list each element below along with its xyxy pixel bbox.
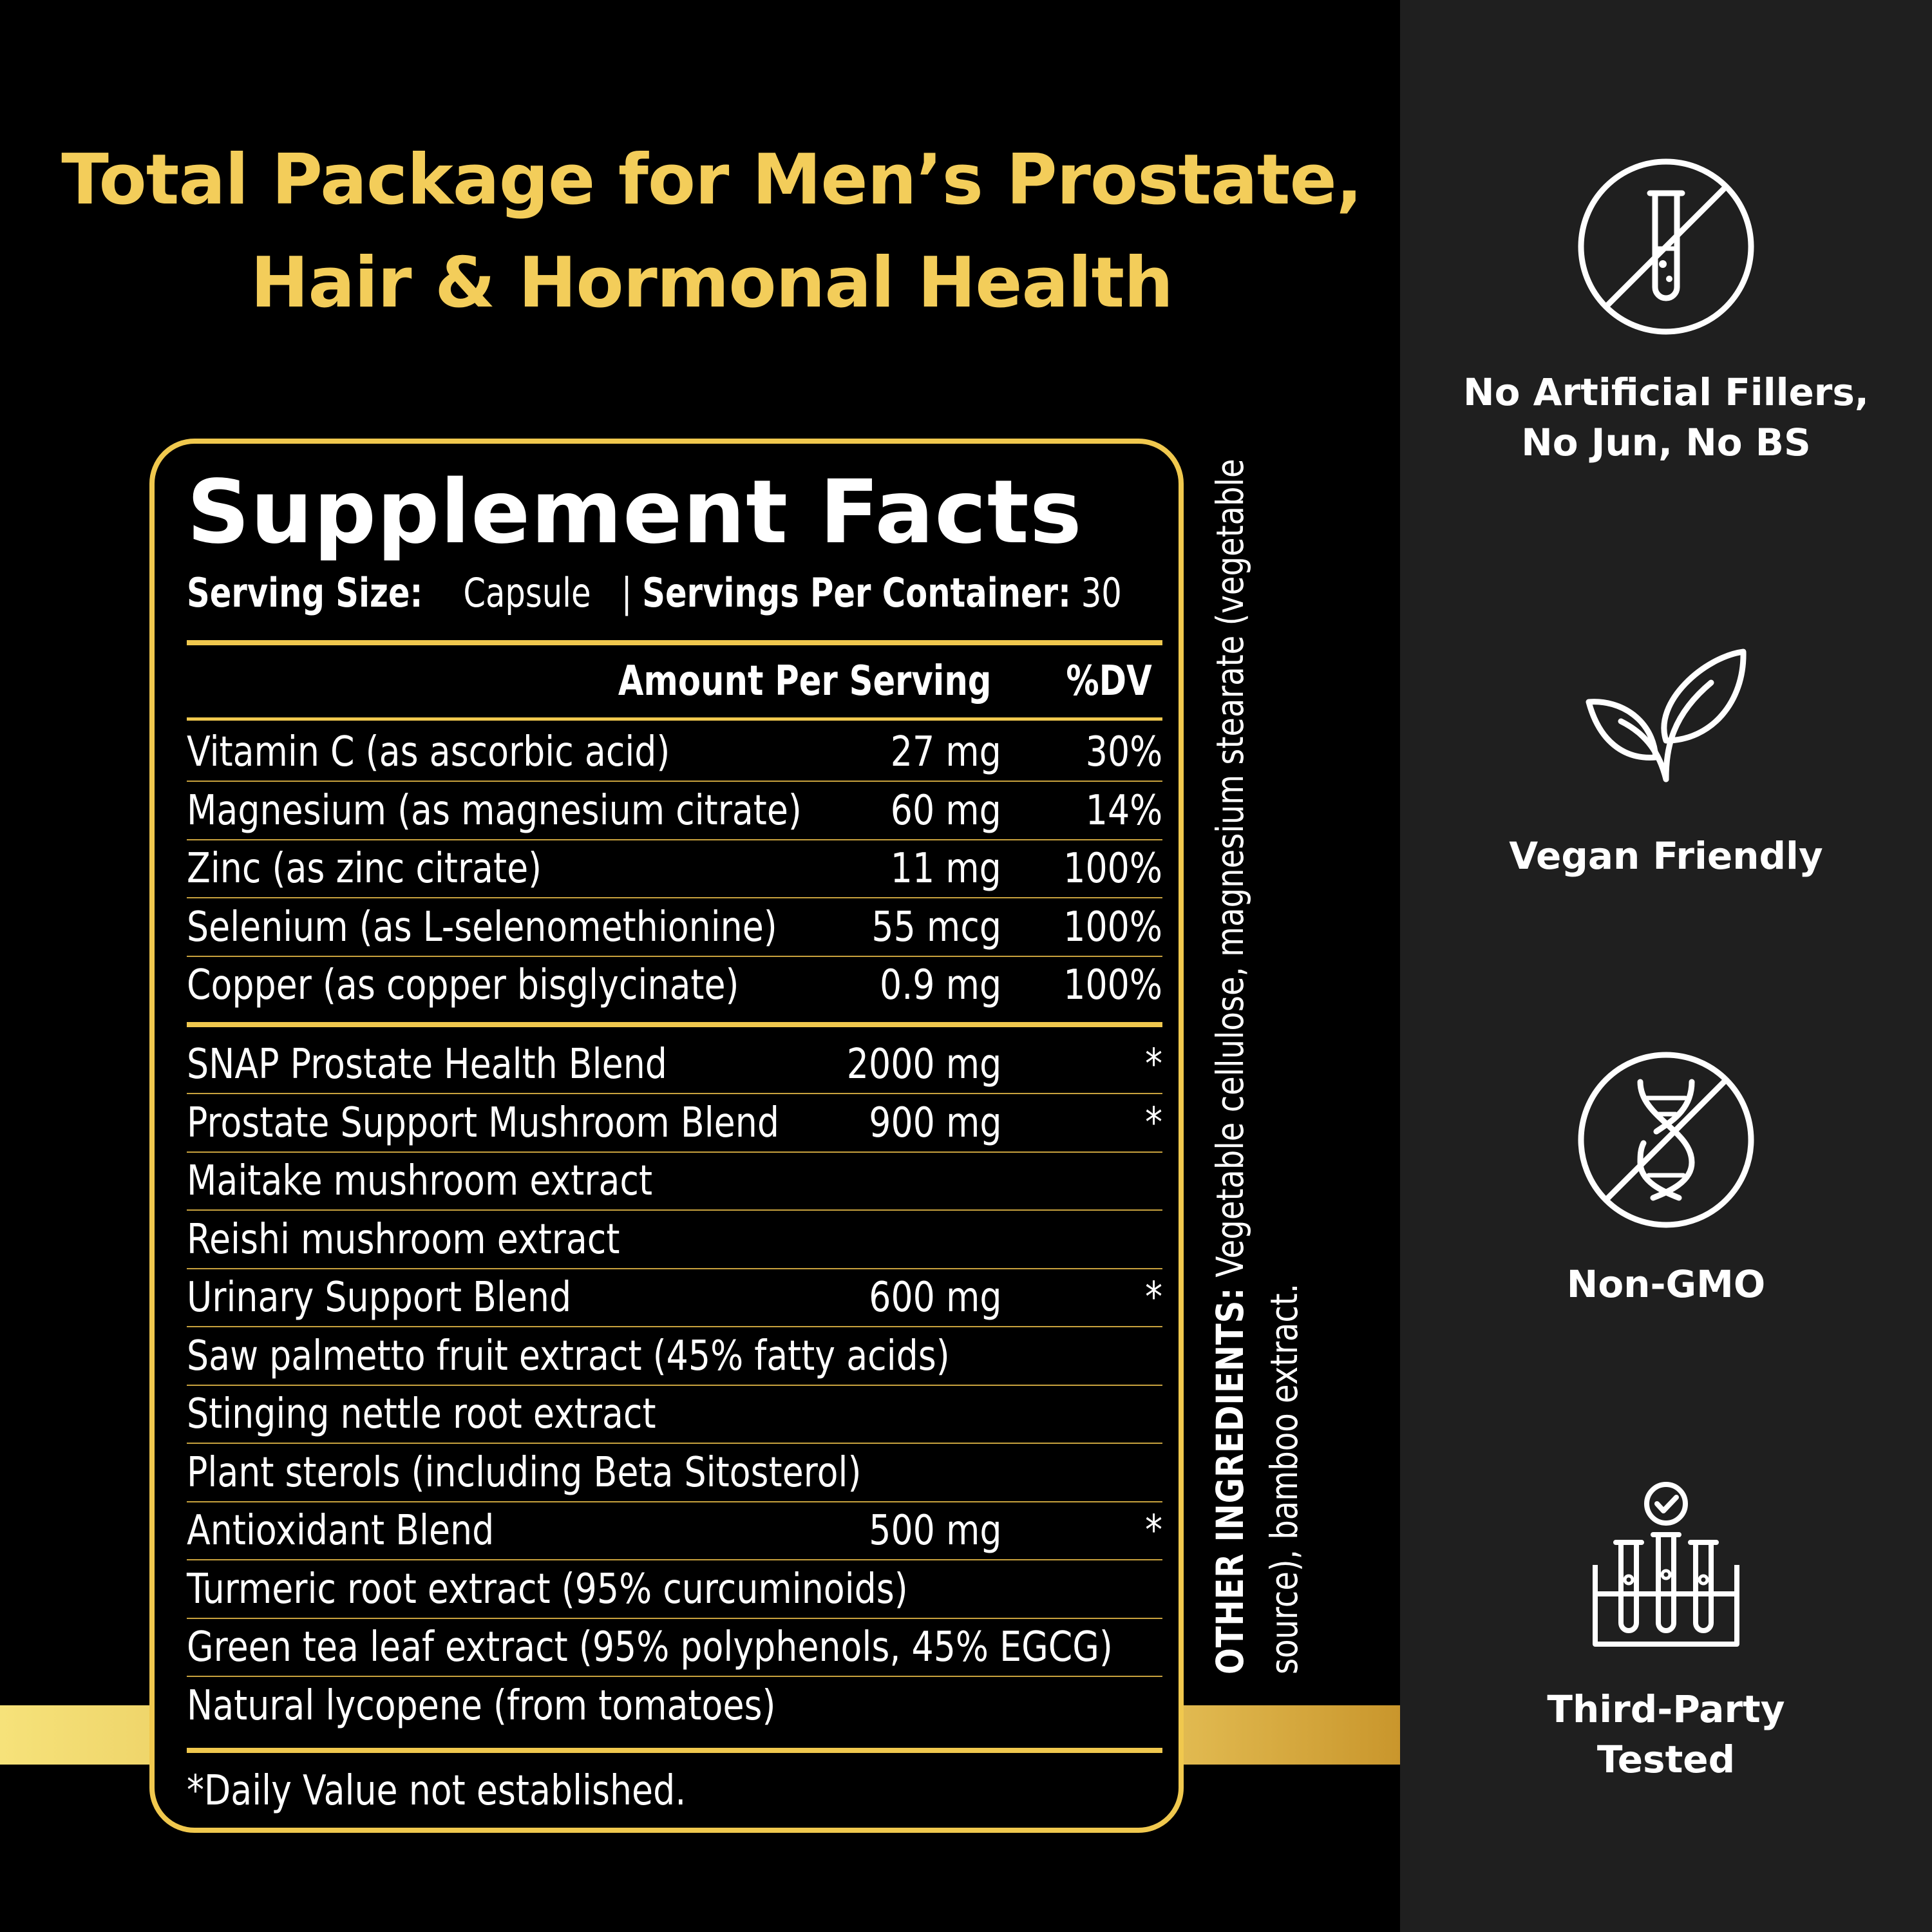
badge-vegan-line-1: Vegan Friendly (1509, 834, 1823, 878)
ingredient-amount: 11 mg (891, 845, 1001, 893)
serving-separator: | (621, 569, 632, 616)
badge-third-party-line-2: Tested (1596, 1738, 1736, 1781)
headline-line-1: Total Package for Men’s Prostate, (61, 140, 1363, 220)
supplement-facts-panel: Supplement Facts Serving Size: Capsule |… (149, 439, 1184, 1833)
ingredient-row: Vitamin C (as ascorbic acid) 27 mg 30% (187, 724, 1162, 782)
ingredient-name: Stinging nettle root extract (187, 1390, 656, 1438)
ingredient-name: Green tea leaf extract (95% polyphenols,… (187, 1624, 1113, 1671)
ingredient-row: Green tea leaf extract (95% polyphenols,… (187, 1619, 1162, 1677)
ingredient-dv: 30% (1085, 728, 1162, 776)
footer-rule (187, 1748, 1162, 1753)
ingredient-name: Maitake mushroom extract (187, 1157, 653, 1205)
ingredient-name: Magnesium (as magnesium citrate) (187, 786, 802, 835)
ingredient-dv: 100% (1063, 845, 1162, 893)
ingredient-name: Turmeric root extract (95% curcuminoids) (187, 1565, 908, 1613)
ingredient-name: Natural lycopene (from tomatoes) (187, 1681, 776, 1730)
ingredient-amount: 500 mg (868, 1507, 1001, 1555)
ingredient-row: Plant sterols (including Beta Sitosterol… (187, 1444, 1162, 1502)
headline-line-2: Hair & Hormonal Health (251, 243, 1173, 323)
ingredient-dv: 100% (1063, 961, 1162, 1009)
servings-per-container-label: Servings Per Container: (642, 569, 1071, 616)
ingredient-dv: * (1145, 1099, 1162, 1147)
badge-vegan: Vegan Friendly (1400, 644, 1932, 881)
ingredient-name: Reishi mushroom extract (187, 1215, 620, 1264)
badge-non-gmo-line-1: Non-GMO (1566, 1262, 1766, 1306)
badge-third-party: Third-Party Tested (1400, 1478, 1932, 1785)
ingredient-row: Magnesium (as magnesium citrate) 60 mg 14% (187, 782, 1162, 840)
ingredient-row: Maitake mushroom extract (187, 1153, 1162, 1211)
badge-no-fillers-line-1: No Artificial Fillers, (1463, 370, 1869, 414)
other-ingredients: OTHER INGREDIENTS: Vegetable cellulose, … (1203, 451, 1311, 1674)
supplement-facts-title: Supplement Facts (187, 462, 1083, 564)
badge-non-gmo: Non-GMO (1400, 1046, 1932, 1309)
serving-info: Serving Size: Capsule | Servings Per Con… (187, 566, 1122, 620)
ingredient-row: Turmeric root extract (95% curcuminoids) (187, 1561, 1162, 1619)
badge-sidebar (1400, 0, 1932, 1932)
vitamin-rule (187, 1022, 1162, 1027)
badge-third-party-line-1: Third-Party (1547, 1687, 1785, 1731)
lab-test-tubes-icon (1593, 1482, 1739, 1647)
ingredient-name: Urinary Support Blend (187, 1274, 572, 1321)
ingredient-amount: 600 mg (868, 1274, 1001, 1321)
ingredient-dv: * (1145, 1507, 1162, 1555)
ingredient-name: Plant sterols (including Beta Sitosterol… (187, 1448, 862, 1497)
ingredient-name: Prostate Support Mushroom Blend (187, 1099, 779, 1147)
ingredient-amount: 0.9 mg (879, 961, 1001, 1009)
ingredient-row: Stinging nettle root extract (187, 1386, 1162, 1444)
ingredient-row: SNAP Prostate Health Blend 2000 mg * (187, 1036, 1162, 1094)
ingredient-amount: 900 mg (868, 1099, 1001, 1147)
amount-column-header: Amount Per Serving (618, 658, 991, 705)
ingredient-amount: 55 mcg (871, 903, 1001, 951)
other-ingredients-label: OTHER INGREDIENTS: (1208, 1287, 1252, 1674)
badge-no-fillers-line-2: No Jun, No BS (1521, 421, 1811, 464)
badge-third-party-label: Third-Party Tested (1400, 1684, 1932, 1785)
ingredient-name: Selenium (as L-selenomethionine) (187, 903, 777, 951)
ingredient-row: Selenium (as L-selenomethionine) 55 mcg 10… (187, 899, 1162, 957)
ingredient-dv: 100% (1063, 903, 1162, 951)
ingredient-name: SNAP Prostate Health Blend (187, 1041, 667, 1088)
headline: Total Package for Men’s Prostate, Hair &… (26, 129, 1397, 335)
leaf-icon (1586, 649, 1747, 782)
ingredient-row: Copper (as copper bisglycinate) 0.9 mg 100… (187, 957, 1162, 1015)
ingredient-row: Zinc (as zinc citrate) 11 mg 100% (187, 840, 1162, 898)
no-dna-icon (1578, 1052, 1754, 1228)
ingredient-row: Urinary Support Blend 600 mg * (187, 1269, 1162, 1327)
ingredient-dv: * (1145, 1041, 1162, 1088)
badge-no-fillers: No Artificial Fillers, No Jun, No BS (1400, 153, 1932, 468)
ingredient-name: Antioxidant Blend (187, 1507, 495, 1555)
daily-value-footnote: *Daily Value not established. (187, 1767, 687, 1815)
dv-column-header: %DV (1066, 658, 1152, 705)
servings-per-container-value: 30 (1081, 569, 1122, 616)
ingredient-amount: 27 mg (891, 728, 1001, 776)
ingredient-amount: 2000 mg (846, 1041, 1001, 1088)
serving-size-label: Serving Size: (187, 569, 423, 616)
badge-non-gmo-label: Non-GMO (1400, 1259, 1932, 1309)
no-test-tube-icon (1578, 158, 1754, 335)
ingredient-row: Saw palmetto fruit extract (45% fatty ac… (187, 1328, 1162, 1386)
ingredient-row: Reishi mushroom extract (187, 1211, 1162, 1269)
ingredient-amount: 60 mg (891, 786, 1001, 835)
ingredient-name: Zinc (as zinc citrate) (187, 845, 542, 893)
ingredient-name: Copper (as copper bisglycinate) (187, 961, 739, 1009)
ingredient-dv: * (1145, 1274, 1162, 1321)
ingredient-name: Saw palmetto fruit extract (45% fatty ac… (187, 1332, 950, 1380)
ingredient-dv: 14% (1085, 786, 1162, 835)
ingredient-row: Natural lycopene (from tomatoes) (187, 1678, 1162, 1736)
ingredient-row: Antioxidant Blend 500 mg * (187, 1502, 1162, 1560)
badge-no-fillers-label: No Artificial Fillers, No Jun, No BS (1400, 367, 1932, 468)
ingredient-name: Vitamin C (as ascorbic acid) (187, 728, 670, 776)
ingredient-row: Prostate Support Mushroom Blend 900 mg * (187, 1095, 1162, 1153)
serving-size-value: Capsule (463, 569, 591, 616)
badge-vegan-label: Vegan Friendly (1400, 831, 1932, 881)
column-header-rule (187, 717, 1162, 721)
header-rule (187, 640, 1162, 645)
